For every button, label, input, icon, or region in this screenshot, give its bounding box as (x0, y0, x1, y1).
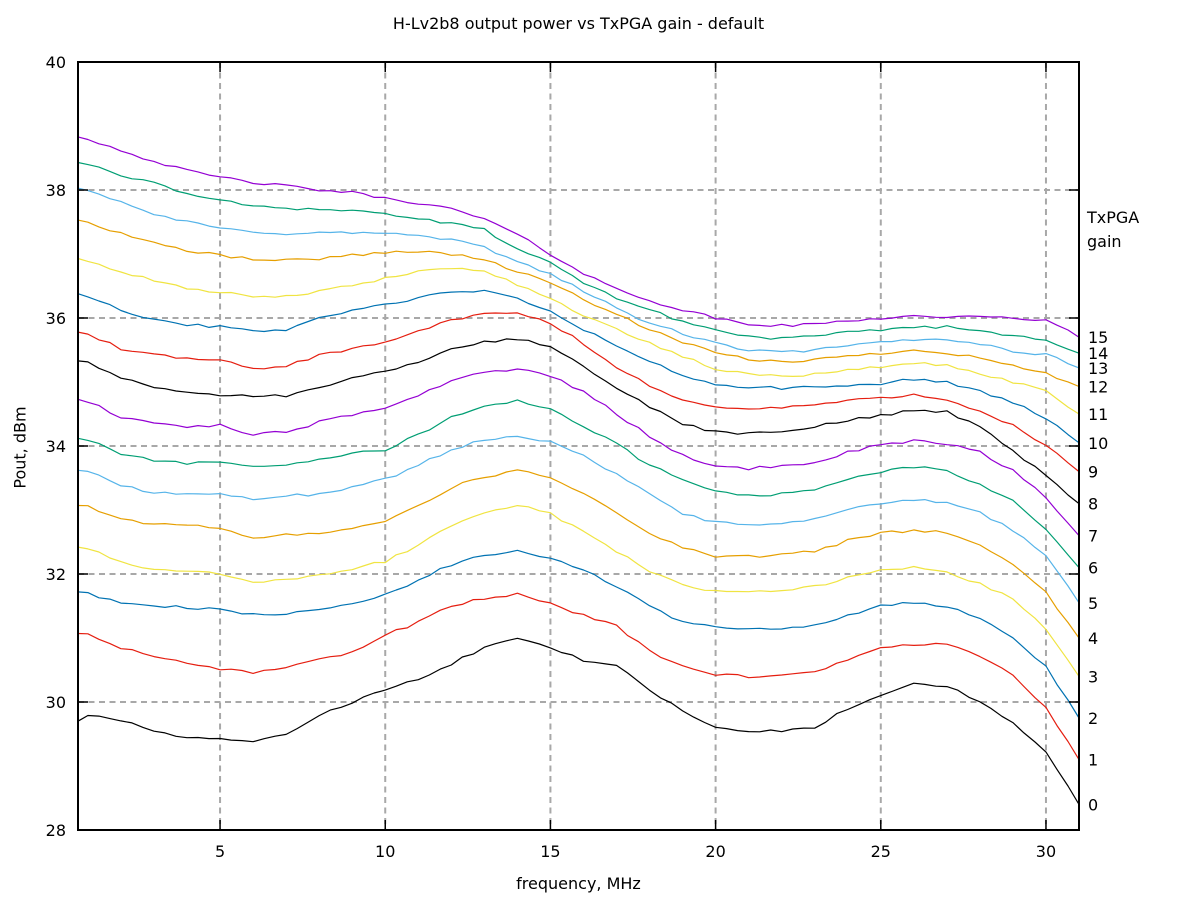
series-line-gain-2 (77, 549, 1080, 719)
series-line-gain-1 (77, 592, 1080, 760)
series-label-gain-8: 8 (1088, 495, 1098, 514)
y-tick-label: 30 (46, 693, 66, 712)
series-label-gain-3: 3 (1088, 667, 1098, 686)
series-line-gain-5 (77, 435, 1080, 604)
series-line-gain-8 (77, 338, 1080, 505)
y-tick-label: 40 (46, 53, 66, 72)
legend-title-line2: gain (1087, 232, 1122, 251)
series-label-gain-10: 10 (1088, 434, 1108, 453)
series-label-gain-15: 15 (1088, 328, 1108, 347)
y-tick-label: 36 (46, 309, 66, 328)
series-line-gain-9 (77, 312, 1080, 473)
x-tick-label: 10 (375, 842, 395, 861)
series-label-gain-9: 9 (1088, 463, 1098, 482)
y-tick-label: 38 (46, 181, 66, 200)
y-axis-label: Pout, dBm (10, 406, 30, 489)
series-label-gain-13: 13 (1088, 359, 1108, 378)
chart-title: H-Lv2b8 output power vs TxPGA gain - def… (392, 14, 765, 33)
series-line-gain-6 (77, 399, 1080, 568)
series-line-gain-10 (77, 289, 1080, 444)
x-axis-label: frequency, MHz (516, 874, 641, 893)
legend-title-line1: TxPGA (1087, 208, 1140, 227)
x-tick-label: 25 (871, 842, 891, 861)
series-line-gain-12 (77, 219, 1080, 388)
series-label-gain-6: 6 (1088, 559, 1098, 578)
series-line-gain-13 (77, 187, 1080, 369)
series-label-gain-14: 14 (1088, 344, 1108, 363)
series-label-gain-12: 12 (1088, 377, 1108, 396)
series-label-gain-0: 0 (1088, 795, 1098, 814)
series-label-gain-11: 11 (1088, 405, 1108, 424)
series-label-gain-4: 4 (1088, 629, 1098, 648)
series-label-gain-5: 5 (1088, 594, 1098, 613)
series-line-gain-15 (77, 136, 1080, 338)
series-line-gain-11 (77, 257, 1080, 415)
series-line-gain-0 (77, 637, 1080, 805)
legend-title: TxPGA gain (1087, 206, 1139, 254)
x-tick-label: 30 (1036, 842, 1056, 861)
x-tick-label: 15 (540, 842, 560, 861)
y-tick-label: 32 (46, 565, 66, 584)
series-label-gain-2: 2 (1088, 709, 1098, 728)
series-line-gain-14 (77, 161, 1080, 354)
x-tick-label: 5 (215, 842, 225, 861)
x-tick-label: 20 (705, 842, 725, 861)
series-label-gain-1: 1 (1088, 751, 1098, 770)
series-label-gain-7: 7 (1088, 527, 1098, 546)
y-tick-label: 34 (46, 437, 66, 456)
series-line-gain-4 (77, 469, 1080, 639)
y-tick-label: 28 (46, 821, 66, 840)
series-line-gain-3 (77, 505, 1080, 677)
series-line-gain-7 (77, 368, 1080, 536)
